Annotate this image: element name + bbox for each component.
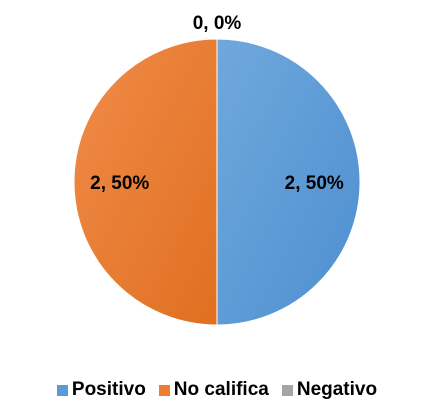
- legend-swatch-positivo: [56, 384, 68, 396]
- legend-swatch-negativo: [281, 384, 293, 396]
- legend-label-negativo: Negativo: [296, 379, 378, 400]
- pie-slice-no-califica: [73, 38, 218, 326]
- legend-label-positivo: Positivo: [71, 379, 146, 400]
- data-label-negativo: 0, 0%: [193, 13, 242, 34]
- chart-legend: Positivo No califica Negativo: [0, 379, 434, 401]
- data-label-positivo: 2, 50%: [285, 173, 344, 194]
- legend-item-no-califica: No califica: [158, 379, 269, 401]
- data-label-no-califica: 2, 50%: [90, 173, 149, 194]
- legend-label-no-califica: No califica: [173, 379, 269, 400]
- pie-chart: 2, 50% 2, 50% 0, 0%: [73, 13, 361, 326]
- legend-item-negativo: Negativo: [281, 379, 378, 401]
- legend-item-positivo: Positivo: [56, 379, 146, 401]
- pie-slice-positivo: [216, 38, 361, 326]
- legend-swatch-no-califica: [158, 384, 170, 396]
